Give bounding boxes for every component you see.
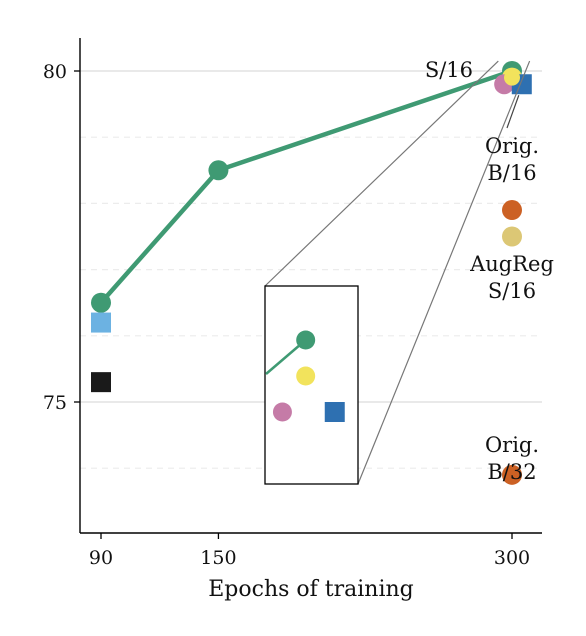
zoom-box [264, 285, 359, 485]
annotation-line: S/16 [488, 279, 536, 303]
line-point [208, 160, 229, 181]
line-point [91, 292, 111, 313]
annotation-label: Orig. B/16 [485, 134, 539, 185]
y-tick-labels: 75 80 [43, 61, 80, 414]
annotation-leader [506, 95, 520, 129]
zoom-square-marker [324, 402, 345, 422]
annotation-line: B/16 [487, 161, 536, 185]
circle-marker [502, 226, 522, 247]
annotation-line: Orig. [485, 433, 539, 457]
zoom-line-point [296, 330, 316, 350]
x-tick-label: 90 [89, 547, 113, 569]
x-axis-title: Epochs of training [208, 577, 414, 602]
annotation-label: AugReg S/16 [469, 252, 554, 303]
annotation-label: Orig. B/32 [485, 433, 539, 484]
gridlines [80, 70, 542, 469]
x-tick-label: 300 [494, 547, 530, 569]
axes [79, 38, 542, 534]
series-lines [99, 68, 513, 305]
y-tick-label: 75 [43, 392, 67, 414]
zoom-circle-marker [296, 366, 316, 386]
zoom-inset [264, 60, 531, 485]
annotation-line: B/32 [487, 460, 536, 484]
y-tick-label: 80 [43, 61, 67, 83]
scatter-points [91, 67, 532, 485]
zoom-connector [357, 60, 531, 485]
x-tick-label: 150 [200, 547, 236, 569]
annotation-line: Orig. [485, 134, 539, 158]
series-line [99, 68, 513, 305]
annotation-line: AugReg [469, 252, 554, 276]
zoom-circle-marker [272, 402, 292, 422]
annotation-line: S/16 [425, 58, 473, 82]
x-tick-labels: 90 150 300 [89, 533, 530, 569]
series-points [91, 61, 522, 313]
circle-marker [504, 69, 520, 86]
circle-marker [502, 464, 522, 485]
zoom-connector [264, 60, 499, 287]
annotations: S/16 Orig. B/16 AugReg S/16 Orig. B/32 [425, 58, 554, 484]
square-marker [91, 312, 111, 333]
circle-marker [502, 200, 522, 221]
square-marker [91, 372, 111, 393]
annotation-label: S/16 [425, 58, 473, 82]
